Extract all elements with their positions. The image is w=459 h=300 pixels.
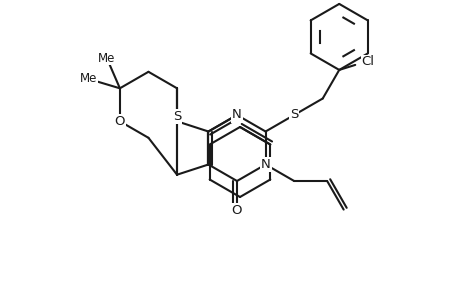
Text: Me: Me	[98, 52, 115, 64]
Text: N: N	[260, 158, 270, 171]
Text: S: S	[173, 110, 181, 123]
Text: N: N	[232, 109, 241, 122]
Text: Me: Me	[79, 72, 97, 86]
Text: S: S	[289, 109, 298, 122]
Text: O: O	[114, 115, 125, 128]
Text: Cl: Cl	[360, 56, 374, 68]
Text: O: O	[231, 204, 242, 217]
